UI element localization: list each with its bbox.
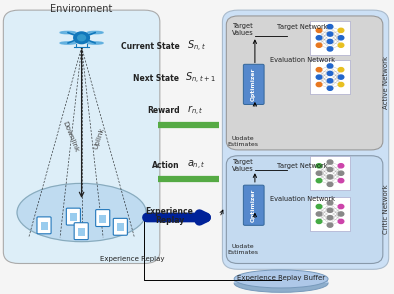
Text: Active Network: Active Network	[383, 56, 388, 109]
Text: $r_{n,t}$: $r_{n,t}$	[187, 103, 204, 118]
Circle shape	[338, 82, 344, 87]
Circle shape	[338, 171, 344, 175]
Circle shape	[327, 32, 333, 36]
Text: Experience: Experience	[146, 207, 193, 216]
Text: Evaluation Network: Evaluation Network	[270, 57, 335, 63]
FancyBboxPatch shape	[96, 210, 110, 226]
FancyBboxPatch shape	[37, 217, 51, 234]
Circle shape	[327, 24, 333, 29]
FancyBboxPatch shape	[223, 10, 389, 269]
Ellipse shape	[234, 274, 328, 292]
FancyBboxPatch shape	[74, 223, 88, 240]
Text: Uodate
Estimates: Uodate Estimates	[228, 136, 259, 147]
FancyBboxPatch shape	[3, 10, 160, 263]
Circle shape	[316, 178, 322, 183]
Text: Critic Network: Critic Network	[383, 185, 388, 235]
Ellipse shape	[17, 183, 146, 242]
Text: Target Network: Target Network	[277, 24, 328, 30]
FancyBboxPatch shape	[70, 213, 77, 221]
Circle shape	[338, 75, 344, 79]
Circle shape	[327, 223, 333, 227]
Text: Target
Values: Target Values	[232, 159, 254, 172]
Ellipse shape	[60, 42, 76, 44]
FancyBboxPatch shape	[310, 21, 350, 54]
Circle shape	[338, 68, 344, 72]
FancyBboxPatch shape	[99, 215, 106, 223]
Ellipse shape	[87, 31, 103, 34]
Text: Replay: Replay	[155, 216, 184, 225]
Circle shape	[316, 68, 322, 72]
FancyBboxPatch shape	[226, 156, 383, 263]
Circle shape	[327, 64, 333, 68]
Circle shape	[338, 178, 344, 183]
Circle shape	[316, 28, 322, 32]
Circle shape	[327, 39, 333, 44]
Circle shape	[316, 36, 322, 40]
Text: Target Network: Target Network	[277, 163, 328, 169]
Circle shape	[327, 182, 333, 186]
Circle shape	[338, 36, 344, 40]
Ellipse shape	[87, 42, 103, 44]
Circle shape	[316, 43, 322, 47]
FancyBboxPatch shape	[234, 278, 328, 283]
FancyBboxPatch shape	[310, 197, 350, 231]
Ellipse shape	[234, 270, 328, 288]
Circle shape	[327, 167, 333, 172]
FancyBboxPatch shape	[117, 223, 124, 231]
Text: Action: Action	[152, 161, 179, 171]
Text: Uodate
Estimates: Uodate Estimates	[228, 244, 259, 255]
Text: Target
Values: Target Values	[232, 23, 254, 36]
FancyBboxPatch shape	[113, 218, 127, 235]
FancyBboxPatch shape	[41, 222, 48, 230]
Text: Next State: Next State	[134, 74, 179, 83]
Circle shape	[338, 164, 344, 168]
Circle shape	[327, 175, 333, 179]
Ellipse shape	[60, 31, 76, 34]
Circle shape	[316, 212, 322, 216]
Circle shape	[338, 43, 344, 47]
Circle shape	[327, 47, 333, 51]
Circle shape	[327, 201, 333, 205]
Text: Experience Replay Buffer: Experience Replay Buffer	[237, 275, 325, 281]
Text: $S_{n,t+1}$: $S_{n,t+1}$	[185, 71, 216, 86]
FancyBboxPatch shape	[310, 60, 350, 94]
Circle shape	[327, 160, 333, 164]
Circle shape	[316, 75, 322, 79]
Circle shape	[327, 216, 333, 220]
Circle shape	[338, 212, 344, 216]
FancyBboxPatch shape	[243, 185, 264, 225]
Circle shape	[316, 82, 322, 87]
Circle shape	[327, 208, 333, 212]
Circle shape	[78, 35, 85, 41]
Circle shape	[316, 171, 322, 175]
Circle shape	[316, 164, 322, 168]
Circle shape	[327, 71, 333, 76]
Circle shape	[327, 79, 333, 83]
FancyBboxPatch shape	[78, 228, 85, 236]
Text: $S_{n,t}$: $S_{n,t}$	[187, 39, 206, 54]
Text: Evaluation Network: Evaluation Network	[270, 196, 335, 203]
Circle shape	[316, 204, 322, 209]
Text: Downlink: Downlink	[61, 120, 79, 153]
Circle shape	[316, 219, 322, 223]
Text: Reward: Reward	[147, 106, 179, 115]
FancyBboxPatch shape	[66, 208, 80, 225]
FancyBboxPatch shape	[243, 64, 264, 104]
Circle shape	[338, 28, 344, 32]
Text: Current State: Current State	[121, 42, 179, 51]
FancyBboxPatch shape	[310, 156, 350, 190]
Circle shape	[327, 86, 333, 90]
Text: $a_{n,t}$: $a_{n,t}$	[187, 159, 206, 173]
Text: Uplink: Uplink	[93, 127, 106, 150]
Text: Environment: Environment	[50, 4, 113, 14]
Text: Experience Replay: Experience Replay	[100, 256, 165, 262]
Text: Optimizer: Optimizer	[251, 68, 256, 101]
Text: Optimizer: Optimizer	[251, 188, 256, 222]
Circle shape	[74, 32, 89, 44]
Circle shape	[338, 204, 344, 209]
FancyBboxPatch shape	[226, 16, 383, 150]
Circle shape	[338, 219, 344, 223]
